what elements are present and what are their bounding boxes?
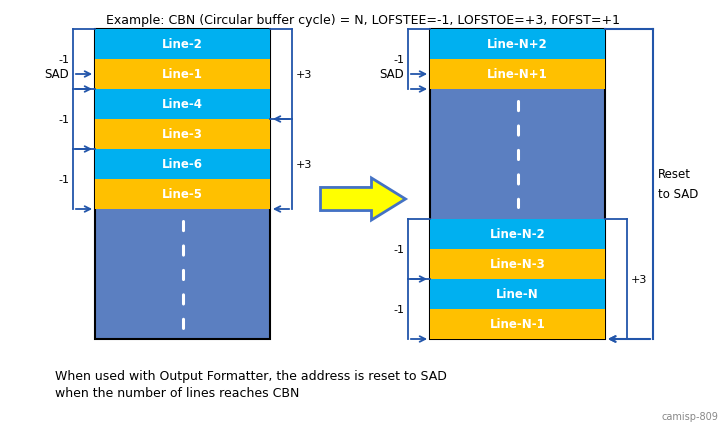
Text: camisp-809: camisp-809: [661, 411, 718, 421]
FancyArrow shape: [320, 178, 406, 221]
Bar: [430, 30, 605, 60]
Text: Line-5: Line-5: [162, 188, 203, 201]
Text: Line-1: Line-1: [162, 68, 203, 81]
Text: Reset: Reset: [658, 168, 691, 181]
Text: -1: -1: [393, 55, 404, 65]
Text: -1: -1: [58, 175, 69, 184]
Text: SAD: SAD: [379, 68, 404, 81]
Text: +3: +3: [296, 70, 312, 80]
Text: Line-N+2: Line-N+2: [487, 38, 548, 51]
Text: -1: -1: [393, 304, 404, 314]
Text: Line-N: Line-N: [496, 288, 539, 301]
Bar: [95, 90, 270, 120]
Text: +3: +3: [631, 274, 648, 284]
Text: to SAD: to SAD: [658, 188, 698, 201]
Bar: [430, 280, 605, 309]
Bar: [95, 60, 270, 90]
Text: -1: -1: [393, 244, 404, 255]
Bar: [430, 249, 605, 280]
Bar: [430, 30, 605, 339]
Text: Line-N-3: Line-N-3: [489, 258, 545, 271]
Text: -1: -1: [58, 55, 69, 65]
Bar: [430, 219, 605, 249]
Text: Line-N-2: Line-N-2: [489, 228, 545, 241]
Text: Example: CBN (Circular buffer cycle) = N, LOFSTEE=-1, LOFSTOE=+3, FOFST=+1: Example: CBN (Circular buffer cycle) = N…: [106, 14, 620, 27]
Bar: [95, 120, 270, 150]
Text: -1: -1: [58, 115, 69, 125]
Bar: [430, 309, 605, 339]
Text: Line-N+1: Line-N+1: [487, 68, 548, 81]
Bar: [95, 180, 270, 209]
Text: When used with Output Formatter, the address is reset to SAD: When used with Output Formatter, the add…: [55, 369, 447, 382]
Text: SAD: SAD: [44, 68, 69, 81]
Bar: [430, 60, 605, 90]
Bar: [95, 150, 270, 180]
Text: Line-3: Line-3: [162, 128, 203, 141]
Text: +3: +3: [296, 160, 312, 169]
Text: Line-4: Line-4: [162, 98, 203, 111]
Text: when the number of lines reaches CBN: when the number of lines reaches CBN: [55, 386, 299, 399]
Text: Line-N-1: Line-N-1: [489, 318, 545, 331]
Bar: [95, 30, 270, 60]
Text: Line-2: Line-2: [162, 38, 203, 51]
Text: Line-6: Line-6: [162, 158, 203, 171]
Bar: [95, 30, 270, 339]
